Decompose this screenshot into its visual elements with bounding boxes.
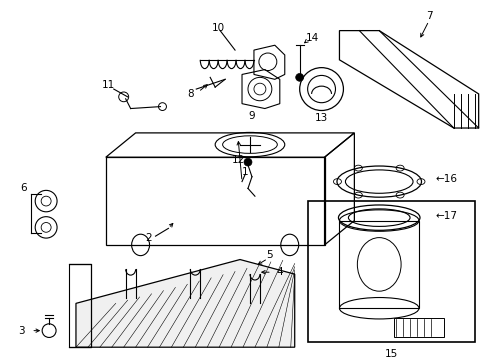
Text: 5: 5 bbox=[266, 249, 273, 260]
Text: 13: 13 bbox=[314, 113, 327, 123]
Text: ←16: ←16 bbox=[435, 174, 457, 184]
Text: 1: 1 bbox=[241, 167, 248, 177]
Text: 4: 4 bbox=[276, 267, 283, 277]
Bar bbox=[339, 221, 418, 308]
Text: 12: 12 bbox=[231, 155, 244, 165]
Text: 3: 3 bbox=[18, 326, 24, 336]
Polygon shape bbox=[76, 260, 294, 347]
Circle shape bbox=[244, 158, 251, 166]
Circle shape bbox=[295, 73, 303, 81]
Text: 6: 6 bbox=[20, 183, 26, 193]
Text: 11: 11 bbox=[102, 80, 115, 90]
Text: ←17: ←17 bbox=[435, 211, 457, 221]
Bar bbox=[307, 201, 474, 342]
Bar bbox=[105, 157, 324, 245]
Text: 9: 9 bbox=[248, 111, 255, 121]
Bar bbox=[393, 318, 443, 337]
Text: 7: 7 bbox=[425, 11, 431, 21]
Text: 15: 15 bbox=[384, 349, 397, 359]
Text: 10: 10 bbox=[211, 23, 224, 33]
Text: 8: 8 bbox=[186, 89, 193, 99]
Text: 2: 2 bbox=[145, 233, 152, 243]
Text: 14: 14 bbox=[305, 33, 319, 44]
